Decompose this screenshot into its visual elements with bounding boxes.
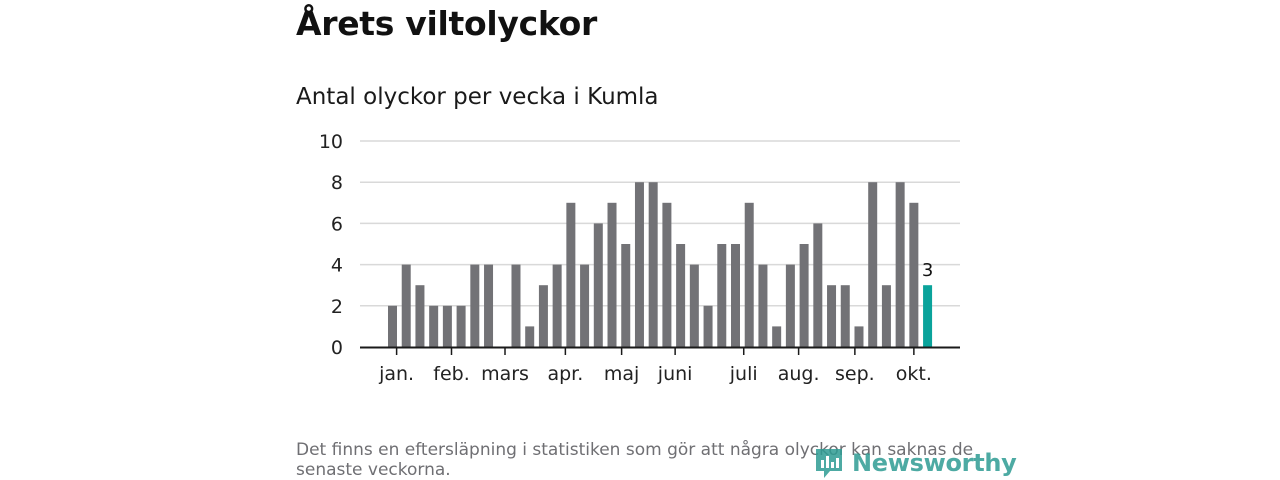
bar [758, 264, 768, 347]
bar [854, 326, 864, 347]
x-tick-label: jan. [378, 363, 414, 385]
x-tick-label: juni [657, 363, 693, 385]
bar [388, 305, 397, 347]
chart-subtitle: Antal olyckor per vecka i Kumla [296, 84, 659, 110]
y-tick-label: 8 [331, 172, 343, 194]
x-tick-label: mars [481, 363, 529, 385]
y-tick-label: 6 [331, 213, 343, 235]
bar [868, 182, 878, 347]
y-tick-label: 0 [331, 337, 343, 359]
bar [593, 223, 603, 347]
bar [511, 264, 521, 347]
bar [552, 264, 562, 347]
x-tick-label: apr. [547, 363, 583, 385]
newsworthy-logo-icon [816, 449, 842, 478]
bar-highlight [923, 285, 933, 347]
y-tick-label: 10 [319, 131, 343, 153]
bar [442, 305, 452, 347]
x-tick-label: okt. [896, 363, 932, 385]
data-label: 3 [922, 260, 933, 281]
bar [621, 244, 631, 347]
bar [538, 285, 548, 347]
bar [827, 285, 837, 347]
newsworthy-logo: Newsworthy [814, 446, 1017, 480]
bar [525, 326, 535, 347]
bar [662, 202, 672, 347]
bar [676, 244, 686, 347]
bar [717, 244, 727, 347]
bar [813, 223, 823, 347]
bar [731, 244, 740, 347]
bar [689, 264, 699, 347]
bar [895, 182, 905, 347]
newsworthy-logo-text: Newsworthy [852, 449, 1017, 477]
x-tick-label: sep. [835, 363, 875, 385]
y-tick-label: 4 [331, 255, 343, 277]
bar [484, 264, 494, 347]
bar [634, 182, 644, 347]
y-tick-label: 2 [331, 296, 343, 318]
bar [881, 285, 891, 347]
bar [607, 202, 617, 347]
bar [840, 285, 850, 347]
bar [648, 182, 658, 347]
bar-chart: 0 2 4 6 8 10 3 jan. feb. mars apr. maj juni juli aug. s… [319, 131, 960, 385]
bar [401, 264, 411, 347]
footnote: Det finns en eftersläpning i statistiken… [296, 440, 974, 480]
x-tick-label: juli [729, 363, 758, 385]
bar [909, 202, 919, 347]
bar [470, 264, 480, 347]
bar [566, 202, 576, 347]
page-title: Årets viltolyckor [296, 4, 597, 43]
bar [580, 264, 590, 347]
bar [415, 285, 425, 347]
x-tick-label: feb. [433, 363, 469, 385]
bar [429, 305, 439, 347]
bar [799, 244, 809, 347]
x-tick-label: maj [604, 363, 639, 385]
x-tick-label: aug. [778, 363, 820, 385]
bar [772, 326, 782, 347]
bar [744, 202, 754, 347]
bar [785, 264, 795, 347]
bar [703, 305, 713, 347]
bar [456, 305, 466, 347]
